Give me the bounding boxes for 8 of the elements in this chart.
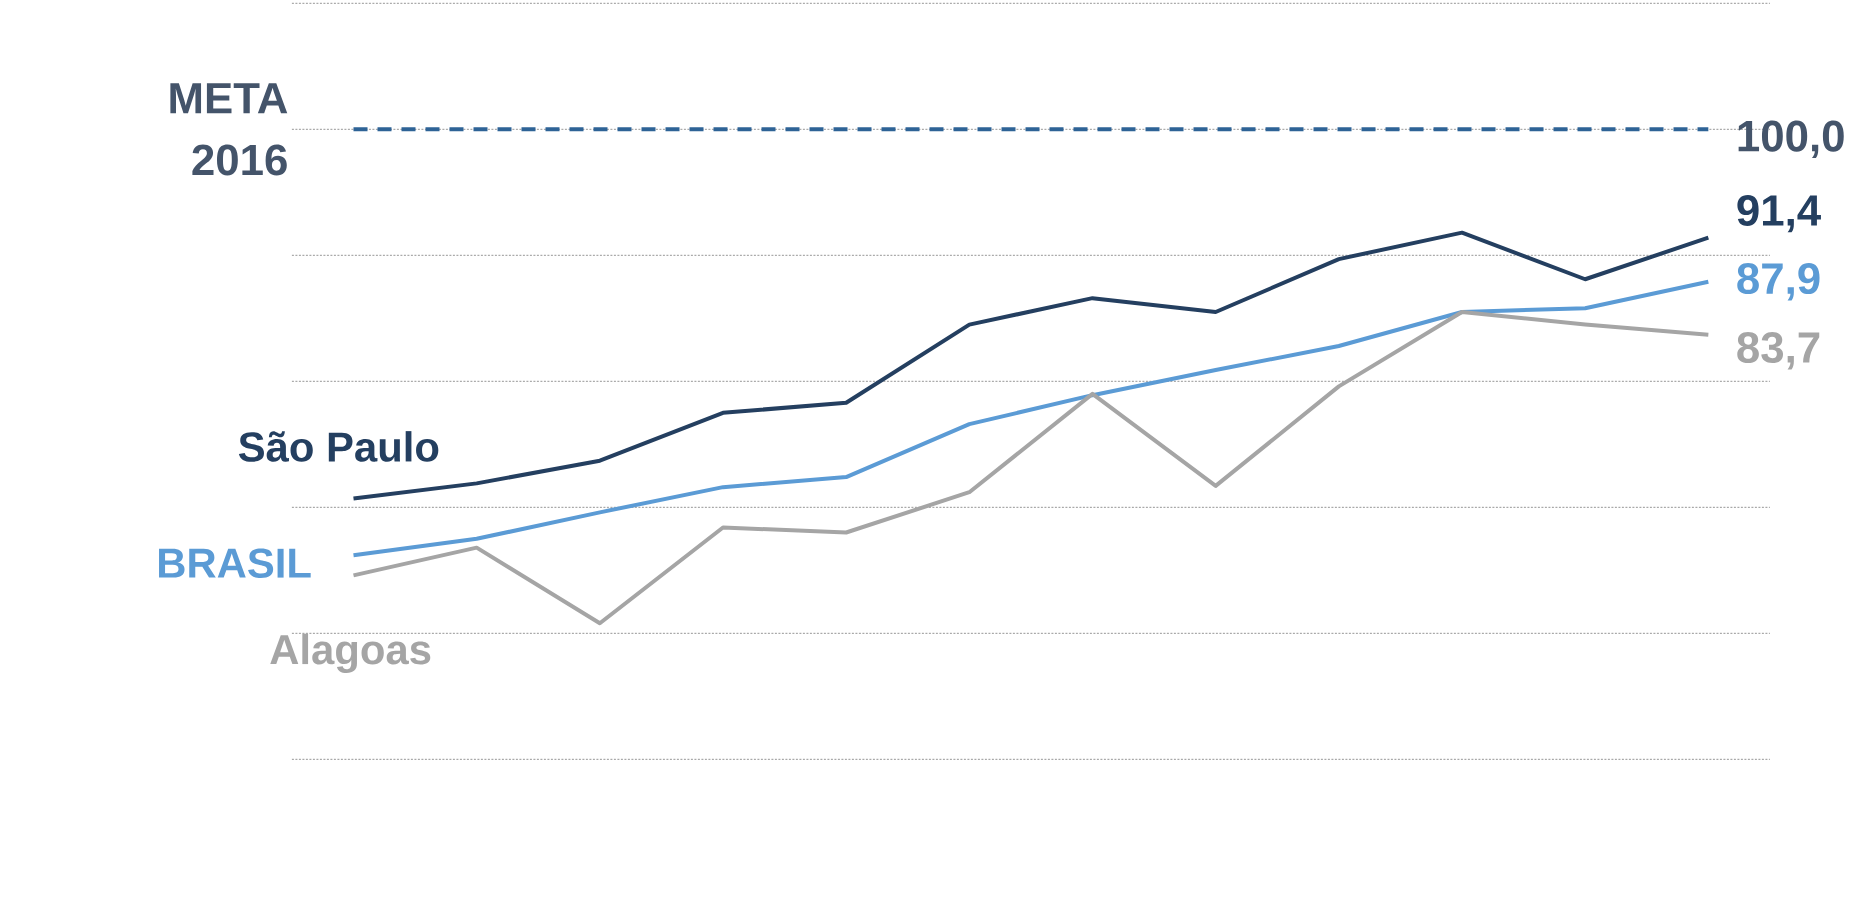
series-label: Alagoas (270, 633, 431, 674)
data-label: 83,7 (1737, 332, 1820, 370)
series-label: São Paulo (238, 431, 439, 463)
annotation: 100,0 (1738, 120, 1844, 159)
series-label: BRASIL (159, 548, 311, 579)
data-label: 87,9 (1737, 263, 1820, 301)
data-label: 91,4 (1737, 195, 1821, 233)
ref-line-label: META 2016 (170, 83, 288, 176)
